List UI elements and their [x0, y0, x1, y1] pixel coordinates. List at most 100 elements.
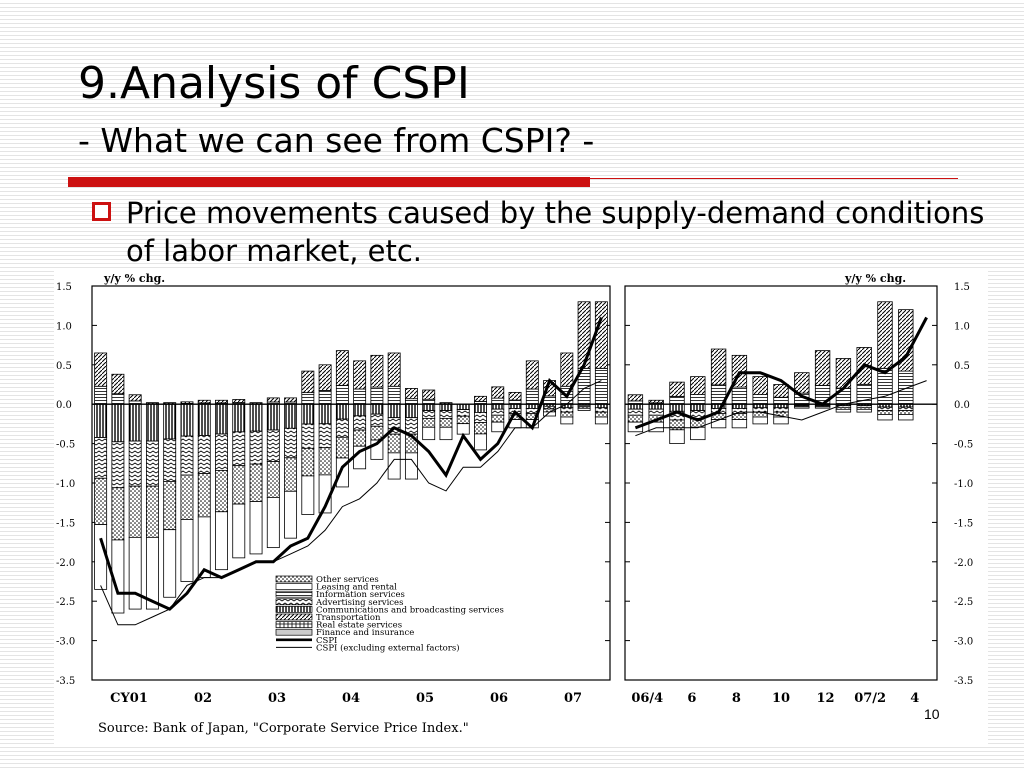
bar-segment	[404, 417, 418, 435]
bar-segment	[627, 394, 644, 402]
bar-segment	[439, 410, 453, 419]
bar-segment	[301, 447, 315, 477]
bar-segment	[94, 524, 108, 590]
bar-segment	[456, 423, 470, 435]
bar-segment	[387, 403, 401, 419]
page-number: 10	[924, 706, 940, 722]
bar-segment	[180, 519, 194, 582]
bar-segment	[690, 394, 706, 405]
bar-segment	[422, 389, 436, 400]
bar-segment	[387, 433, 401, 454]
bar-segment	[508, 391, 522, 401]
bar-segment	[669, 419, 685, 431]
x-tick-label: 06/4	[631, 691, 663, 706]
bar-segment	[318, 403, 332, 425]
x-tick-label: 04	[342, 691, 360, 706]
x-tick-label: 05	[416, 691, 434, 706]
bar-segment	[648, 408, 664, 416]
x-tick-label: CY01	[110, 691, 148, 706]
bar-segment	[474, 412, 487, 423]
bar-segment	[284, 490, 298, 539]
bar-segment	[525, 360, 539, 390]
x-tick-label: 8	[732, 691, 741, 706]
bar-segment	[474, 433, 487, 451]
bar-segment	[128, 485, 142, 538]
bar-segment	[145, 402, 159, 405]
bar-segment	[318, 364, 332, 391]
bar-segment	[335, 436, 349, 459]
y-tick-label-left: 1.0	[56, 321, 72, 332]
bar-segment	[335, 403, 349, 420]
bar-segment	[180, 435, 194, 476]
bar-segment	[690, 376, 706, 395]
bar-segment	[594, 301, 608, 369]
bar-segment	[370, 403, 384, 415]
bar-segment	[145, 485, 159, 538]
bar-segment	[353, 403, 367, 417]
bar-segment	[898, 410, 914, 415]
bar-segment	[773, 416, 789, 425]
bar-segment	[491, 397, 505, 405]
legend-entry: Transportation	[316, 613, 381, 623]
bar-segment	[145, 440, 159, 487]
bar-segment	[594, 407, 608, 413]
legend-entry: Leasing and rental	[316, 583, 397, 593]
legend-entry: Advertising services	[315, 598, 403, 608]
bar-segment	[197, 473, 211, 518]
chart-source: Source: Bank of Japan, "Corporate Servic…	[98, 721, 469, 736]
bar-segment	[163, 403, 177, 440]
y-tick-label-right: 1.0	[954, 321, 970, 332]
bar-segment	[898, 406, 914, 411]
bar-segment	[232, 431, 246, 467]
bar-segment	[439, 426, 453, 441]
bar-segment	[284, 427, 298, 459]
bar-segment	[710, 348, 727, 386]
bar-segment	[439, 403, 453, 411]
bar-segment	[266, 497, 280, 549]
slide-title: 9.Analysis of CSPI	[78, 58, 470, 109]
bar-segment	[456, 403, 470, 410]
bar-segment	[794, 406, 810, 409]
bar-segment	[301, 370, 315, 394]
x-tick-label: 6	[687, 691, 696, 706]
bar-segment	[877, 410, 893, 415]
x-tick-label: 10	[772, 691, 790, 706]
y-tick-label-right: -3.5	[954, 676, 973, 687]
x-tick-label: 06	[490, 691, 508, 706]
bar-segment	[94, 437, 108, 479]
bar-segment	[353, 388, 367, 405]
bar-segment	[284, 403, 298, 429]
bar-segment	[877, 406, 893, 411]
y-tick-label-left: -1.0	[56, 479, 75, 490]
bar-segment	[404, 403, 418, 419]
bar-segment	[197, 399, 211, 404]
cspi-chart: 1.5 1.5 1.0 1.0 0.5 0.5 0.0 0.0 -0.5 -0.5 -1.0 -1.0…	[54, 270, 988, 744]
bar-segment	[301, 475, 315, 515]
y-tick-label-left: -2.5	[56, 597, 75, 608]
y-tick-label-right: -2.0	[954, 558, 973, 569]
bullet-square-icon	[92, 202, 111, 221]
bar-segment	[163, 438, 177, 482]
bar-segment	[301, 392, 315, 405]
bar-segment	[318, 423, 332, 449]
bar-segment	[249, 403, 263, 432]
bar-segment	[128, 536, 142, 610]
bar-segment	[422, 398, 436, 405]
bar-segment	[491, 414, 505, 423]
bar-segment	[669, 381, 685, 397]
bar-segment	[752, 416, 768, 425]
bar-segment	[111, 373, 125, 395]
bar-segment	[145, 536, 159, 610]
bar-segment	[180, 401, 194, 404]
legend-swatch	[275, 613, 313, 621]
bar-segment	[318, 447, 332, 476]
bar-segment	[491, 403, 505, 410]
bar-segment	[648, 403, 664, 410]
slide-subtitle: - What we can see from CSPI? -	[78, 121, 595, 160]
x-tick-label: 07	[564, 691, 582, 706]
bar-segment	[249, 430, 263, 465]
bar-segment	[353, 429, 367, 447]
bar-segment	[669, 429, 685, 444]
bar-segment	[669, 403, 685, 412]
bar-segment	[773, 384, 789, 398]
